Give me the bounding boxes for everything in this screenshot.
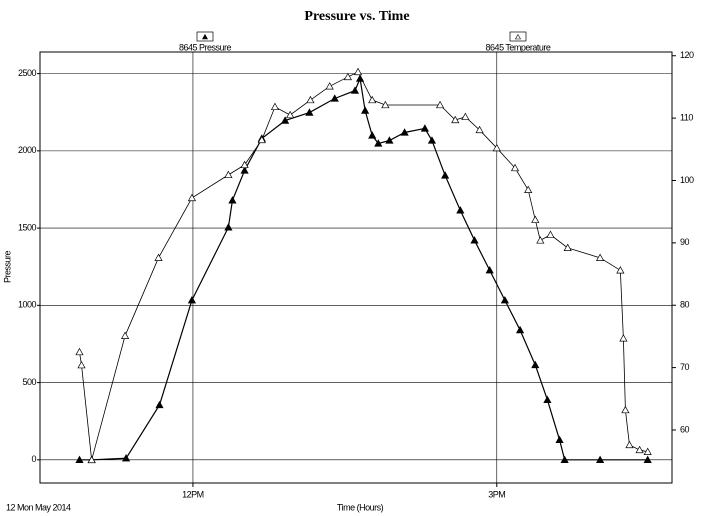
date-annotation: 12 Mon May 2014 [6,502,71,512]
y2-tick-label: 100 [680,175,694,185]
data-point [619,334,628,342]
series-line [79,71,648,461]
data-point [510,163,520,172]
data-point [536,236,545,244]
data-point [381,100,390,109]
data-point [485,266,494,274]
x-tick-label: 12PM [182,489,204,499]
y-tick-label: 0 [31,454,36,464]
data-point [353,67,363,76]
plot-frame [39,51,673,484]
data-point [546,230,555,238]
data-point [330,94,339,102]
data-point [350,86,360,94]
y-tick-label: 500 [22,377,36,387]
data-point [441,171,450,179]
legend-label: 8645 Pressure [179,42,232,52]
data-point [635,445,644,454]
data-point [361,106,370,114]
data-point [616,266,625,274]
data-point [427,136,437,144]
data-point [87,455,96,464]
data-point [456,206,465,214]
data-point [643,455,652,463]
y-tick-label: 1500 [18,222,37,232]
x-axis-label: Time (Hours) [337,502,384,512]
data-point [77,360,86,369]
data-point [563,243,572,252]
legend-marker [201,33,209,40]
y-tick-label: 1000 [18,300,37,310]
data-point [257,135,266,144]
data-point [286,110,295,119]
data-point [121,454,131,462]
data-point [368,131,377,139]
x-tick-label: 3PM [488,489,505,499]
data-point [240,160,249,169]
data-point [555,435,564,444]
data-point [240,166,249,174]
data-point [224,223,233,231]
data-point [305,108,314,116]
data-point [306,95,315,104]
y-tick-label: 2500 [18,68,37,78]
data-point [560,455,569,463]
y2-tick-label: 120 [680,50,694,60]
data-point [621,405,630,414]
legend-marker [514,33,522,40]
data-point [435,100,445,109]
legend-label: 8645 Temperature [486,42,551,52]
series-line [79,76,648,461]
data-point [500,296,509,304]
data-point [400,128,409,136]
data-point [515,325,525,334]
data-point [270,102,280,111]
data-point [325,82,334,90]
data-point [343,72,352,81]
data-point [155,400,164,409]
data-point [595,455,605,463]
data-point [228,196,237,204]
data-point [224,170,233,179]
data-point [385,136,394,144]
data-point [461,112,470,121]
data-point [368,95,377,104]
y2-tick-label: 110 [680,112,693,122]
data-point [154,253,163,261]
data-point [492,143,501,152]
data-point [451,115,460,124]
data-point [531,215,540,223]
y2-tick-label: 70 [680,362,690,372]
y-tick-label: 2000 [18,145,37,155]
data-point [524,185,533,193]
data-point [625,440,634,449]
chart-title: Pressure vs. Time [304,9,409,24]
data-point [595,253,605,261]
data-point [475,125,484,134]
data-point [187,296,197,304]
data-point [120,331,130,339]
data-point [470,236,479,244]
data-point [75,455,84,463]
data-point [75,347,84,356]
y2-tick-label: 60 [680,424,690,434]
data-point [420,124,429,132]
y-axis-label: Pressure [2,251,12,284]
y2-tick-label: 80 [680,300,690,310]
data-point [531,360,540,369]
data-point [543,395,552,404]
data-point [187,193,197,202]
data-point [281,116,290,124]
data-point [374,139,383,147]
y2-tick-label: 90 [680,237,690,247]
data-point [643,447,652,455]
